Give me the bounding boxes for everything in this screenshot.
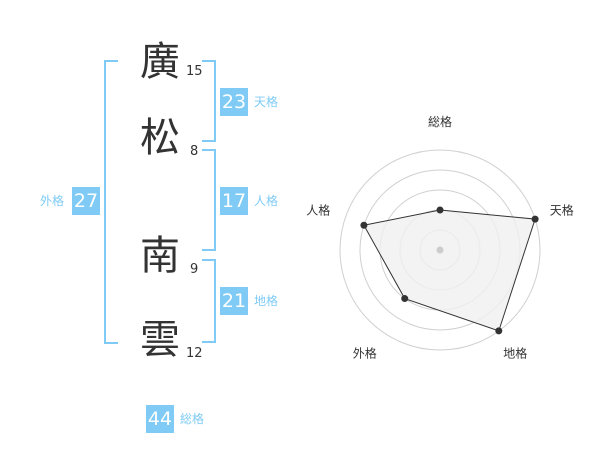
radar-point xyxy=(401,295,409,303)
stroke-count-2: 8 xyxy=(190,144,199,159)
stroke-count-4: 12 xyxy=(186,346,203,361)
soukaku-label: 総格 xyxy=(180,412,205,426)
tenkaku-label: 天格 xyxy=(254,95,279,109)
stroke-count-3: 9 xyxy=(190,262,199,277)
chikaku-label: 地格 xyxy=(254,294,279,308)
radar-polygon xyxy=(363,209,536,332)
jinkaku-value: 17 xyxy=(220,187,248,215)
chikaku-value: 21 xyxy=(220,287,248,315)
chikaku-bracket xyxy=(202,259,216,343)
radar-axis-label: 人格 xyxy=(306,202,330,217)
name-char-3: 南 xyxy=(140,233,180,279)
stroke-count-1: 15 xyxy=(186,64,203,79)
radar-point xyxy=(495,327,503,335)
radar-center xyxy=(436,246,444,254)
gaikaku-bracket xyxy=(104,60,118,344)
jinkaku-label: 人格 xyxy=(254,194,279,208)
radar-axis-label: 外格 xyxy=(353,346,377,361)
name-char-1: 廣 xyxy=(140,39,180,85)
radar-axis-label: 総格 xyxy=(428,114,452,129)
tenkaku-bracket xyxy=(202,60,216,142)
name-char-4: 雲 xyxy=(140,317,180,363)
name-char-2: 松 xyxy=(140,115,180,161)
soukaku-value: 44 xyxy=(146,405,174,433)
radar-point xyxy=(436,206,444,214)
gaikaku-label: 外格 xyxy=(40,194,65,208)
radar-axis-label: 地格 xyxy=(503,346,527,361)
radar-ring xyxy=(339,149,541,351)
radar-point xyxy=(360,221,368,229)
jinkaku-bracket xyxy=(202,149,216,251)
tenkaku-value: 23 xyxy=(220,88,248,116)
radar-axis-label: 天格 xyxy=(550,202,574,217)
radar-point xyxy=(531,215,539,223)
gaikaku-value: 27 xyxy=(72,187,100,215)
